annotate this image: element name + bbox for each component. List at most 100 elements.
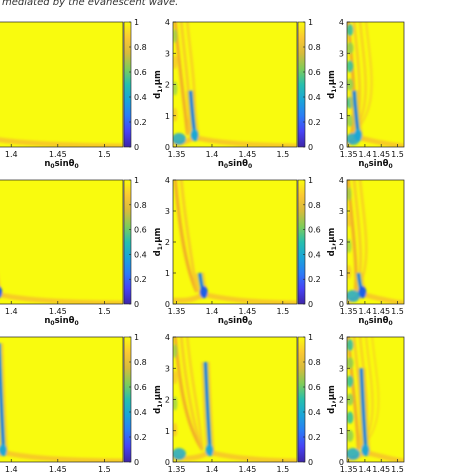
x-axis-label: n0sinθ0 <box>358 316 392 327</box>
y-tick-label: 0 <box>339 300 344 309</box>
plot-area <box>347 337 404 462</box>
colorbar-tick-label: 0.4 <box>134 250 147 259</box>
colorbar-tick-label: 0.2 <box>308 433 321 442</box>
heatmap-background <box>173 180 297 304</box>
x-tick-label: 1.45 <box>49 150 67 159</box>
colorbar-tick-label: 0.2 <box>134 275 147 284</box>
plot-area <box>173 337 297 462</box>
x-tick-label: 1.35 <box>340 465 358 474</box>
heatmap-features <box>173 337 297 462</box>
corner-glow <box>173 133 186 145</box>
y-tick-label: 3 <box>339 49 344 58</box>
heatmap-panel-e: 1.35 1.4 1.45 1.5 n0sinθ0 0 1 2 3 4 d1,μm 0 0.2 0.4 0.… <box>153 176 321 327</box>
dip-core <box>358 286 367 298</box>
y-tick-label: 2 <box>165 396 170 405</box>
dip-core <box>199 286 208 298</box>
colorbar-tick-label: 0.4 <box>134 93 147 102</box>
x-tick-label: 1.5 <box>98 150 111 159</box>
x-tick-label: 1.4 <box>206 465 219 474</box>
colorbar-tick-label: 0.6 <box>308 383 321 392</box>
plot-area <box>0 180 123 304</box>
orange-band <box>179 180 199 293</box>
x-tick-label: 1.4 <box>359 465 372 474</box>
colorbar <box>123 336 132 463</box>
dip-core <box>361 444 370 456</box>
colorbar-tick-label: 0.4 <box>308 408 321 417</box>
dip-core <box>0 444 7 456</box>
edge-patch <box>173 55 178 70</box>
plot-frame <box>0 179 124 305</box>
orange-band <box>173 180 199 293</box>
colorbar-tick-label: 0.2 <box>308 275 321 284</box>
y-axis-label: d1,μm <box>327 70 338 99</box>
y-tick-label: 2 <box>339 238 344 247</box>
colorbar <box>297 21 306 148</box>
x-tick-label: 1.45 <box>238 307 256 316</box>
edge-patch <box>347 375 354 388</box>
edge-patch <box>347 42 354 55</box>
colorbar-tick-label: 1 <box>134 333 139 342</box>
x-tick-label: 1.5 <box>276 465 289 474</box>
x-tick-label: 1.5 <box>391 307 404 316</box>
orange-band <box>179 337 204 451</box>
x-tick-label: 1.35 <box>340 150 358 159</box>
y-tick-label: 1 <box>165 269 170 278</box>
heatmap-features <box>347 180 404 304</box>
colorbar-tick-label: 0.8 <box>134 43 147 52</box>
colorbar-tick-label: 0 <box>134 458 139 467</box>
y-tick-label: 1 <box>165 112 170 121</box>
y-tick-label: 3 <box>165 364 170 373</box>
x-tick-label: 1.45 <box>238 465 256 474</box>
x-tick-label: 1.45 <box>49 307 67 316</box>
y-axis-label: d1,μm <box>327 385 338 414</box>
plot-area <box>173 22 297 147</box>
y-axis-label: d1,μm <box>153 70 164 99</box>
colorbar-tick-label: 1 <box>308 176 313 185</box>
corner-glow <box>347 133 360 145</box>
heatmap-features <box>173 22 297 147</box>
heatmap-panel-b: 1.35 1.4 1.45 1.5 n0sinθ0 0 1 2 3 4 d1,μm 0 0.2 0.4 0.… <box>153 18 321 170</box>
colorbar-tick-label: 0.8 <box>308 201 321 210</box>
x-tick-label: 1.4 <box>359 307 372 316</box>
edge-patch <box>173 29 178 43</box>
colorbar <box>297 179 306 305</box>
plot-area <box>173 180 297 304</box>
plot-frame <box>0 336 124 463</box>
edge-patch <box>347 411 354 424</box>
y-tick-label: 4 <box>165 176 170 185</box>
y-tick-label: 1 <box>165 427 170 436</box>
edge-patch <box>347 24 354 36</box>
y-tick-label: 3 <box>165 207 170 216</box>
x-tick-label: 1.4 <box>206 150 219 159</box>
colorbar-tick-label: 0.8 <box>308 43 321 52</box>
corner-glow <box>173 448 186 460</box>
plot-area <box>347 22 404 147</box>
orange-band <box>179 22 191 136</box>
edge-patch <box>173 81 178 96</box>
y-tick-label: 3 <box>339 207 344 216</box>
colorbar-tick-label: 0 <box>134 143 139 152</box>
edge-patch <box>347 187 352 201</box>
heatmap-features <box>0 281 123 304</box>
dip-core <box>205 444 214 456</box>
heatmap-features <box>0 137 123 147</box>
edge-patch <box>173 396 178 411</box>
x-tick-label: 1.45 <box>372 307 390 316</box>
colorbar-tick-label: 0.4 <box>308 250 321 259</box>
edge-patch <box>347 357 354 370</box>
x-tick-label: 1.5 <box>276 307 289 316</box>
colorbar-tick-label: 0.6 <box>134 68 147 77</box>
y-axis-label: d1,μm <box>153 385 164 414</box>
x-tick-label: 1.35 <box>168 307 186 316</box>
heatmap-features <box>347 22 404 147</box>
figure-caption: mediated by the evanescent wave. <box>2 0 179 8</box>
y-tick-label: 0 <box>339 458 344 467</box>
edge-patch <box>347 60 354 73</box>
colorbar <box>297 336 306 463</box>
colorbar-tick-label: 0.4 <box>134 408 147 417</box>
dip-core <box>190 129 199 141</box>
y-tick-label: 2 <box>165 238 170 247</box>
bottom-ridge <box>0 137 123 147</box>
